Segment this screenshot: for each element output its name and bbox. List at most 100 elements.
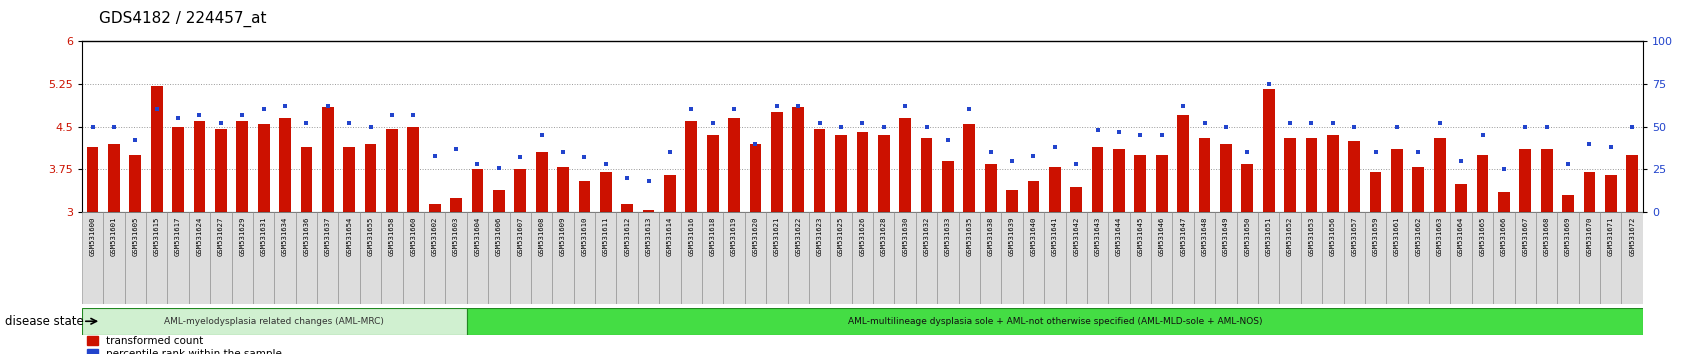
Bar — [1279, 212, 1299, 304]
Bar — [788, 212, 808, 304]
Bar — [365, 144, 377, 212]
Text: GSM531655: GSM531655 — [367, 217, 373, 256]
Text: GSM531607: GSM531607 — [517, 217, 523, 256]
Bar — [87, 147, 99, 212]
Bar — [558, 167, 568, 212]
Text: GSM531634: GSM531634 — [281, 217, 288, 256]
Text: GSM531649: GSM531649 — [1222, 217, 1228, 256]
Text: GSM531621: GSM531621 — [774, 217, 779, 256]
Bar — [1407, 212, 1429, 304]
Bar — [1049, 167, 1061, 212]
Bar — [1557, 212, 1577, 304]
Text: AML-myelodysplasia related changes (AML-MRC): AML-myelodysplasia related changes (AML-… — [164, 317, 384, 326]
Text: GSM531600: GSM531600 — [90, 217, 95, 256]
Bar — [343, 147, 355, 212]
Text: GSM531662: GSM531662 — [1415, 217, 1420, 256]
Text: GSM531664: GSM531664 — [1458, 217, 1463, 256]
Bar — [515, 170, 525, 212]
Text: GSM531644: GSM531644 — [1115, 217, 1122, 256]
Bar — [963, 124, 975, 212]
Bar — [1454, 184, 1466, 212]
Bar — [851, 212, 873, 304]
Bar — [595, 212, 616, 304]
Bar — [616, 212, 638, 304]
Bar — [813, 130, 825, 212]
Text: GSM531645: GSM531645 — [1137, 217, 1142, 256]
Bar — [621, 204, 633, 212]
Bar — [425, 212, 445, 304]
Bar — [1151, 212, 1171, 304]
Bar — [1066, 212, 1086, 304]
Bar — [728, 118, 740, 212]
Bar — [510, 212, 530, 304]
Bar — [467, 212, 488, 304]
Bar — [252, 212, 275, 304]
Bar — [535, 152, 547, 212]
Text: GSM531636: GSM531636 — [303, 217, 309, 256]
Bar — [1519, 149, 1531, 212]
Text: GSM531616: GSM531616 — [687, 217, 694, 256]
Bar — [317, 212, 338, 304]
Bar — [1620, 212, 1642, 304]
Text: GSM531606: GSM531606 — [496, 217, 501, 256]
Bar — [1449, 212, 1471, 304]
Bar — [1599, 212, 1620, 304]
Bar — [873, 212, 893, 304]
Bar — [723, 212, 745, 304]
Bar — [172, 127, 184, 212]
Bar — [941, 161, 953, 212]
Bar — [150, 86, 162, 212]
Bar — [338, 212, 360, 304]
Bar — [685, 121, 697, 212]
Bar — [1134, 155, 1146, 212]
Bar — [1386, 212, 1407, 304]
Bar — [1069, 187, 1081, 212]
Text: GSM531635: GSM531635 — [965, 217, 972, 256]
Text: GSM531602: GSM531602 — [431, 217, 438, 256]
Bar — [1171, 212, 1193, 304]
Text: GSM531651: GSM531651 — [1265, 217, 1270, 256]
Bar — [706, 135, 718, 212]
Bar — [936, 212, 958, 304]
Bar — [1023, 212, 1043, 304]
Bar — [748, 144, 760, 212]
Bar — [1369, 172, 1381, 212]
Bar — [1108, 212, 1129, 304]
Text: GSM531666: GSM531666 — [1500, 217, 1506, 256]
Bar — [428, 204, 440, 212]
Bar — [407, 127, 419, 212]
Text: GSM531659: GSM531659 — [1373, 217, 1378, 256]
Bar — [402, 212, 425, 304]
Bar — [1540, 149, 1552, 212]
Bar — [771, 112, 783, 212]
Text: GSM531660: GSM531660 — [411, 217, 416, 256]
Text: GSM531608: GSM531608 — [539, 217, 544, 256]
Text: GSM531656: GSM531656 — [1328, 217, 1335, 256]
Text: AML-multilineage dysplasia sole + AML-not otherwise specified (AML-MLD-sole + AM: AML-multilineage dysplasia sole + AML-no… — [847, 317, 1262, 326]
Bar — [1262, 89, 1274, 212]
Bar — [1214, 212, 1236, 304]
Text: GSM531618: GSM531618 — [709, 217, 716, 256]
Text: GSM531638: GSM531638 — [987, 217, 992, 256]
Text: GSM531641: GSM531641 — [1052, 217, 1057, 256]
Bar — [1026, 181, 1038, 212]
Text: GSM531653: GSM531653 — [1308, 217, 1313, 256]
Bar — [1477, 155, 1487, 212]
Bar — [856, 132, 868, 212]
Text: GSM531620: GSM531620 — [752, 217, 759, 256]
Text: GSM531613: GSM531613 — [644, 217, 651, 256]
Text: GSM531610: GSM531610 — [581, 217, 587, 256]
Text: GSM531617: GSM531617 — [176, 217, 181, 256]
Bar — [766, 212, 788, 304]
Bar — [1326, 135, 1338, 212]
Text: GSM531665: GSM531665 — [1478, 217, 1485, 256]
Text: GSM531672: GSM531672 — [1628, 217, 1633, 256]
Bar — [701, 212, 723, 304]
Bar — [979, 212, 1001, 304]
Bar — [1364, 212, 1386, 304]
Bar — [530, 212, 552, 304]
Bar — [573, 212, 595, 304]
Bar — [808, 212, 830, 304]
Bar — [835, 135, 846, 212]
Bar — [130, 155, 142, 212]
